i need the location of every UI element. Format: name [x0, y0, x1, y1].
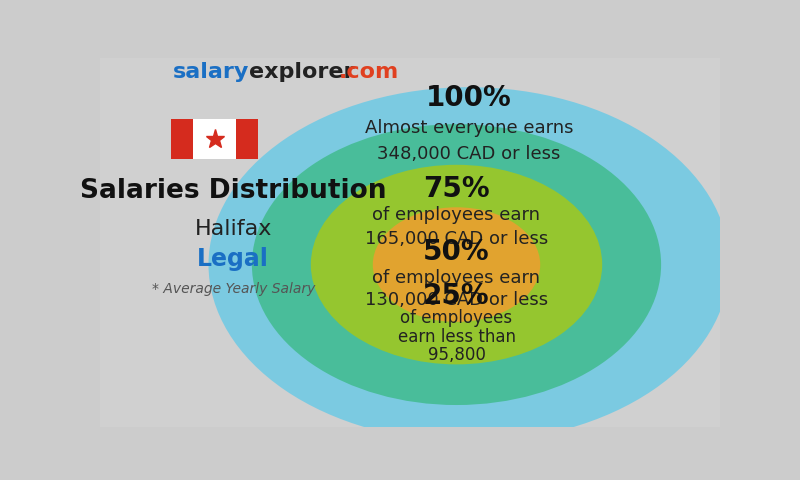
Text: Salaries Distribution: Salaries Distribution	[80, 178, 386, 204]
Text: Almost everyone earns: Almost everyone earns	[365, 119, 573, 137]
Text: of employees earn: of employees earn	[373, 268, 541, 287]
Ellipse shape	[310, 165, 602, 364]
Text: * Average Yearly Salary: * Average Yearly Salary	[152, 282, 315, 296]
Text: Legal: Legal	[198, 247, 270, 271]
Text: of employees earn: of employees earn	[373, 206, 541, 224]
Text: 348,000 CAD or less: 348,000 CAD or less	[378, 144, 561, 163]
Text: salary: salary	[173, 62, 249, 83]
Text: of employees: of employees	[401, 309, 513, 327]
Text: 100%: 100%	[426, 84, 512, 112]
Text: explorer: explorer	[249, 62, 354, 83]
FancyBboxPatch shape	[171, 119, 258, 159]
Text: earn less than: earn less than	[398, 328, 515, 346]
Text: 75%: 75%	[423, 175, 490, 203]
Text: 95,800: 95,800	[427, 346, 486, 364]
Ellipse shape	[252, 124, 661, 405]
Text: Halifax: Halifax	[194, 219, 272, 240]
Ellipse shape	[373, 207, 540, 322]
Text: 25%: 25%	[423, 282, 490, 310]
Text: .com: .com	[338, 62, 399, 83]
FancyBboxPatch shape	[237, 119, 258, 159]
Text: 165,000 CAD or less: 165,000 CAD or less	[365, 230, 548, 248]
FancyBboxPatch shape	[100, 58, 720, 427]
Text: 130,000 CAD or less: 130,000 CAD or less	[365, 291, 548, 309]
FancyBboxPatch shape	[171, 119, 193, 159]
Ellipse shape	[209, 87, 730, 442]
Text: 50%: 50%	[423, 238, 490, 265]
